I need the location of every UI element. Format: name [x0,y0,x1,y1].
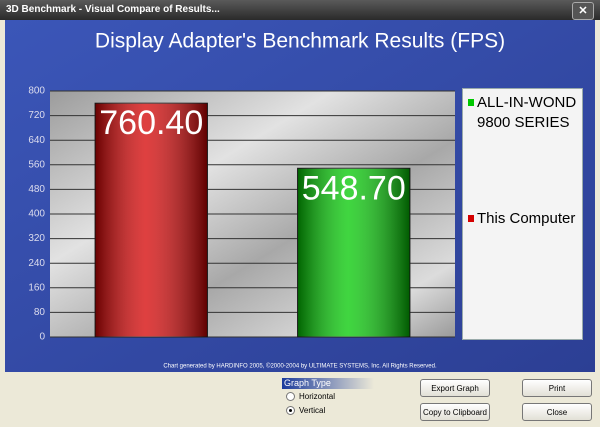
bar-shine [297,168,410,337]
radio-vertical[interactable]: Vertical [286,406,326,416]
value-label: 548.70 [302,169,406,207]
legend-entry: ALL-IN-WOND 9800 SERIES [467,93,583,133]
y-tick-label: 80 [34,307,46,318]
export-graph-button[interactable]: Export Graph [420,379,490,397]
y-tick-label: 160 [28,282,45,293]
y-tick-label: 400 [28,209,45,220]
legend: ALL-IN-WOND 9800 SERIES This Computer [462,88,583,340]
y-tick-label: 320 [28,233,45,244]
graph-type-label: Graph Type [282,378,374,389]
title-bar: 3D Benchmark - Visual Compare of Results… [0,0,600,20]
copy-button[interactable]: Copy to Clipboard [420,403,490,421]
legend-label: This Computer [477,210,576,227]
y-tick-label: 480 [28,184,45,195]
y-tick-label: 640 [28,135,45,146]
radio-label: Vertical [299,406,326,415]
y-tick-label: 720 [28,110,45,121]
y-tick-label: 0 [39,332,45,343]
window-title: 3D Benchmark - Visual Compare of Results… [6,4,220,15]
value-label: 760.40 [99,104,203,142]
y-tick-label: 240 [28,258,45,269]
legend-swatch [468,215,474,222]
print-button[interactable]: Print [522,379,592,397]
footnote: Chart generated by HARDINFO 2005, ©2000-… [163,363,437,370]
bar-shine [95,103,208,337]
chart-title: Display Adapter's Benchmark Results (FPS… [95,30,505,53]
legend-entry: This Computer [467,209,583,229]
radio-horizontal[interactable]: Horizontal [286,392,336,402]
legend-swatch [468,99,474,106]
close-window-button[interactable]: ✕ [572,2,594,20]
y-tick-label: 560 [28,159,45,170]
radio-label: Horizontal [299,392,336,401]
legend-label: ALL-IN-WOND 9800 SERIES [477,94,577,131]
close-button[interactable]: Close [522,403,592,421]
y-tick-label: 800 [28,86,45,97]
